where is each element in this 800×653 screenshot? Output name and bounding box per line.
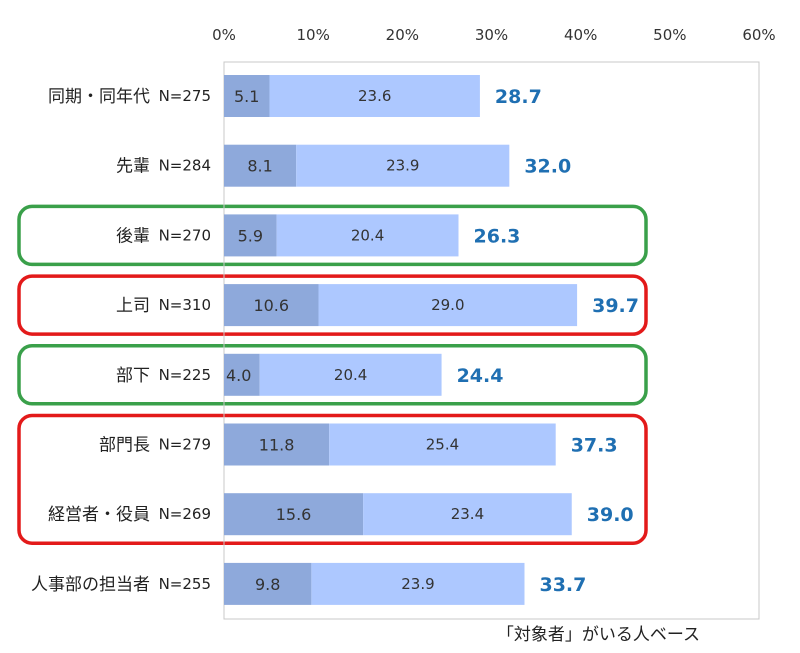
- data-label-segment-2: 23.6: [358, 87, 391, 105]
- bar-segment-2: [318, 284, 578, 327]
- data-label-total: 24.4: [457, 365, 504, 387]
- bar-segment-2: [296, 144, 510, 187]
- n-label: N=310: [159, 296, 211, 314]
- category-label: 経営者・役員: [48, 505, 150, 525]
- x-tick-label: 50%: [653, 26, 686, 44]
- n-label: N=275: [159, 87, 211, 105]
- x-tick-label: 0%: [212, 26, 236, 44]
- n-label: N=284: [159, 157, 211, 175]
- category-label: 部門長: [99, 436, 150, 456]
- data-label-total: 37.3: [571, 435, 618, 457]
- data-label-total: 32.0: [524, 156, 571, 178]
- bar-segment-1: [224, 353, 260, 396]
- bar-segment-1: [224, 493, 364, 536]
- bar-segment-1: [224, 562, 312, 605]
- category-label: 同期・同年代: [48, 87, 150, 107]
- data-label-segment-1: 5.9: [238, 226, 263, 245]
- data-label-segment-1: 15.6: [276, 505, 312, 524]
- category-label: 人事部の担当者: [31, 575, 150, 595]
- highlight-box-2: [17, 344, 648, 406]
- bar-segment-2: [329, 423, 556, 466]
- data-label-segment-1: 11.8: [259, 436, 295, 455]
- category-label: 部下: [116, 366, 150, 386]
- data-label-segment-2: 23.9: [401, 575, 434, 593]
- x-tick-label: 10%: [296, 26, 329, 44]
- bar-segment-2: [311, 562, 525, 605]
- bar-segment-2: [259, 353, 442, 396]
- bar-segment-1: [224, 144, 297, 187]
- data-label-segment-1: 9.8: [255, 575, 280, 594]
- data-label-total: 39.0: [587, 504, 634, 526]
- bar-segment-2: [276, 214, 459, 257]
- data-label-total: 39.7: [592, 295, 639, 317]
- bar-segment-1: [224, 284, 319, 327]
- x-tick-label: 30%: [475, 26, 508, 44]
- plot-area: [223, 61, 760, 620]
- x-tick-label: 40%: [564, 26, 597, 44]
- bar-segment-1: [224, 75, 270, 117]
- n-label: N=270: [159, 226, 211, 244]
- n-label: N=225: [159, 366, 211, 384]
- data-label-segment-2: 23.4: [451, 505, 484, 523]
- category-label: 上司: [116, 296, 150, 316]
- n-label: N=255: [159, 575, 211, 593]
- bar-segment-2: [269, 75, 480, 117]
- bar-segment-2: [363, 493, 572, 536]
- data-label-total: 26.3: [474, 225, 521, 247]
- data-label-total: 28.7: [495, 86, 542, 108]
- data-label-segment-2: 23.9: [386, 157, 419, 175]
- data-label-segment-2: 20.4: [351, 226, 384, 244]
- data-label-segment-1: 10.6: [253, 296, 289, 315]
- category-label: 後輩: [116, 226, 150, 246]
- data-label-segment-1: 8.1: [247, 157, 272, 176]
- data-label-segment-2: 29.0: [431, 296, 464, 314]
- bar-segment-1: [224, 423, 330, 466]
- data-label-segment-1: 5.1: [234, 87, 259, 106]
- highlight-box-1: [17, 274, 648, 336]
- x-tick-label: 20%: [386, 26, 419, 44]
- data-label-segment-2: 25.4: [426, 436, 459, 454]
- n-label: N=269: [159, 505, 211, 523]
- highlight-box-3: [17, 413, 648, 545]
- data-label-total: 33.7: [539, 574, 586, 596]
- n-label: N=279: [159, 436, 211, 454]
- data-label-segment-2: 20.4: [334, 366, 367, 384]
- data-label-segment-1: 4.0: [226, 366, 251, 385]
- footnote: 「対象者」がいる人ベース: [497, 625, 700, 645]
- x-tick-label: 60%: [742, 26, 775, 44]
- category-label: 先輩: [116, 157, 150, 177]
- highlight-box-0: [17, 204, 648, 267]
- bar-segment-1: [224, 214, 277, 257]
